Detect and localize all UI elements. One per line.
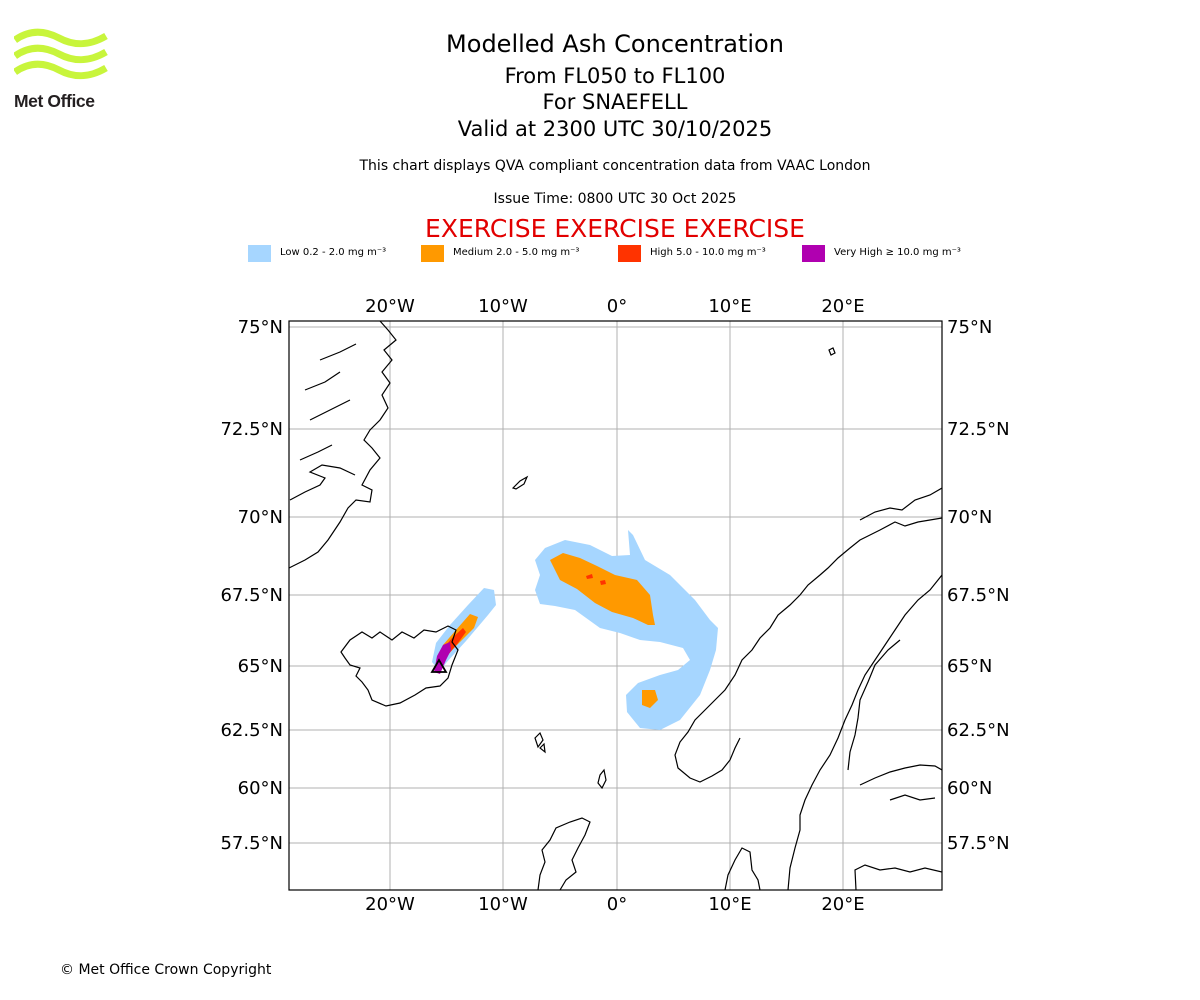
lon-label-top: 10°W xyxy=(478,296,528,317)
legend-swatch-low xyxy=(248,245,271,262)
coast-jan-mayen xyxy=(511,475,529,490)
coast-baltic xyxy=(854,794,942,890)
issue-time: Issue Time: 0800 UTC 30 Oct 2025 xyxy=(493,191,737,207)
lon-label-top: 20°E xyxy=(821,296,864,317)
legend-label-medium: Medium 2.0 - 5.0 mg m⁻³ xyxy=(453,247,580,258)
coast-shetland xyxy=(597,768,607,790)
coast-bothnia xyxy=(847,639,901,771)
coast-scotland xyxy=(537,817,591,890)
ash-patch-high-1 xyxy=(586,574,593,579)
map-frame xyxy=(288,320,943,891)
coast-greenland xyxy=(289,321,397,569)
lon-label-bottom: 10°W xyxy=(478,894,528,915)
ash-cloud-medium-south xyxy=(642,690,658,708)
met-office-logo: Met Office xyxy=(14,28,109,114)
logo-wordmark: Met Office xyxy=(14,91,95,111)
lat-labels-left: 75°N 72.5°N 70°N 67.5°N 65°N 62.5°N 60°N… xyxy=(220,317,283,854)
lat-label-left: 70°N xyxy=(238,507,283,528)
legend-label-very-high: Very High ≥ 10.0 mg m⁻³ xyxy=(834,247,961,258)
coast-sweden-finland xyxy=(787,574,942,890)
lat-label-left: 67.5°N xyxy=(220,585,283,606)
lon-label-top: 10°E xyxy=(708,296,751,317)
legend-swatch-high xyxy=(618,245,641,262)
volcano-name: For SNAEFELL xyxy=(542,90,688,114)
lon-label-bottom: 20°E xyxy=(821,894,864,915)
lat-label-left: 62.5°N xyxy=(220,720,283,741)
chart-title: Modelled Ash Concentration xyxy=(446,30,784,58)
legend-label-low: Low 0.2 - 2.0 mg m⁻³ xyxy=(280,247,387,258)
lat-label-left: 72.5°N xyxy=(220,419,283,440)
lon-label-bottom: 0° xyxy=(607,894,627,915)
legend-label-high: High 5.0 - 10.0 mg m⁻³ xyxy=(650,247,766,258)
coast-svalbard-island xyxy=(828,347,836,356)
lat-label-right: 60°N xyxy=(947,778,992,799)
lon-labels-top: 20°W 10°W 0° 10°E 20°E xyxy=(365,296,864,317)
coast-faroes xyxy=(534,731,546,754)
lat-label-right: 57.5°N xyxy=(947,833,1010,854)
coast-norway xyxy=(674,517,942,783)
coast-greenland-fjords xyxy=(289,343,357,501)
lon-label-bottom: 20°W xyxy=(365,894,415,915)
legend-swatch-medium xyxy=(421,245,444,262)
lat-label-left: 60°N xyxy=(238,778,283,799)
lon-label-bottom: 10°E xyxy=(708,894,751,915)
coastlines xyxy=(289,321,942,890)
lon-label-top: 0° xyxy=(607,296,627,317)
coast-finland-south xyxy=(859,764,942,786)
lat-label-right: 62.5°N xyxy=(947,720,1010,741)
ash-cloud-very-high-iceland xyxy=(434,642,451,674)
lat-label-right: 75°N xyxy=(947,317,992,338)
lat-label-right: 72.5°N xyxy=(947,419,1010,440)
flight-levels: From FL050 to FL100 xyxy=(504,64,726,88)
ash-patch-high-2 xyxy=(600,580,606,585)
lon-labels-bottom: 20°W 10°W 0° 10°E 20°E xyxy=(365,894,864,915)
valid-time: Valid at 2300 UTC 30/10/2025 xyxy=(457,117,773,141)
lat-label-left: 75°N xyxy=(238,317,283,338)
legend-swatch-very-high xyxy=(802,245,825,262)
coast-kola xyxy=(859,487,942,521)
lat-label-right: 70°N xyxy=(947,507,992,528)
coast-iceland xyxy=(340,625,459,707)
lon-label-top: 20°W xyxy=(365,296,415,317)
lat-label-left: 65°N xyxy=(238,656,283,677)
lat-labels-right: 75°N 72.5°N 70°N 67.5°N 65°N 62.5°N 60°N… xyxy=(947,317,1010,854)
volcano-marker xyxy=(430,658,448,673)
copyright: © Met Office Crown Copyright xyxy=(60,962,272,978)
lat-label-right: 67.5°N xyxy=(947,585,1010,606)
lat-label-right: 65°N xyxy=(947,656,992,677)
ash-cloud-medium-east xyxy=(550,553,655,625)
met-office-waves-icon xyxy=(14,28,108,80)
lat-label-left: 57.5°N xyxy=(220,833,283,854)
coast-denmark xyxy=(724,847,761,890)
qva-note: This chart displays QVA compliant concen… xyxy=(359,158,871,174)
exercise-banner: EXERCISE EXERCISE EXERCISE xyxy=(425,214,805,243)
